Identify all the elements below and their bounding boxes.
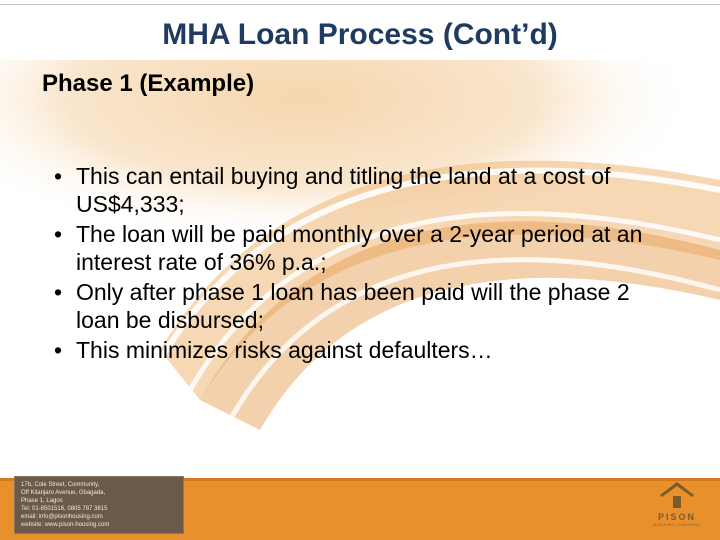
- slide-subtitle: Phase 1 (Example): [42, 70, 254, 98]
- slide-title: MHA Loan Process (Cont’d): [0, 18, 720, 52]
- slide: MHA Loan Process (Cont’d) Phase 1 (Examp…: [0, 0, 720, 540]
- list-item: Only after phase 1 loan has been paid wi…: [48, 278, 672, 334]
- list-item: This can entail buying and titling the l…: [48, 162, 672, 218]
- contact-line: email: info@pisonhousing.com: [21, 513, 177, 521]
- contact-line: Phase 1, Lagos: [21, 497, 177, 505]
- house-icon: [658, 480, 696, 510]
- list-item: The loan will be paid monthly over a 2-y…: [48, 220, 672, 276]
- contact-line: website: www.pison-housing.com: [21, 521, 177, 529]
- company-logo: PISON HOUSING COMPANY: [648, 480, 706, 532]
- body-content: This can entail buying and titling the l…: [48, 162, 672, 366]
- list-item: This minimizes risks against defaulters…: [48, 336, 672, 364]
- bullet-list: This can entail buying and titling the l…: [48, 162, 672, 364]
- logo-label: PISON: [648, 512, 706, 522]
- top-divider: [0, 4, 720, 5]
- contact-line: Off Kilanjaro Avenue, Gbagada,: [21, 489, 177, 497]
- contact-line: Tel: 01-8501516, 0805 787 3815: [21, 505, 177, 513]
- contact-line: 17b, Cole Street, Community,: [21, 481, 177, 489]
- logo-sublabel: HOUSING COMPANY: [648, 522, 706, 527]
- contact-info-box: 17b, Cole Street, Community, Off Kilanja…: [14, 476, 184, 534]
